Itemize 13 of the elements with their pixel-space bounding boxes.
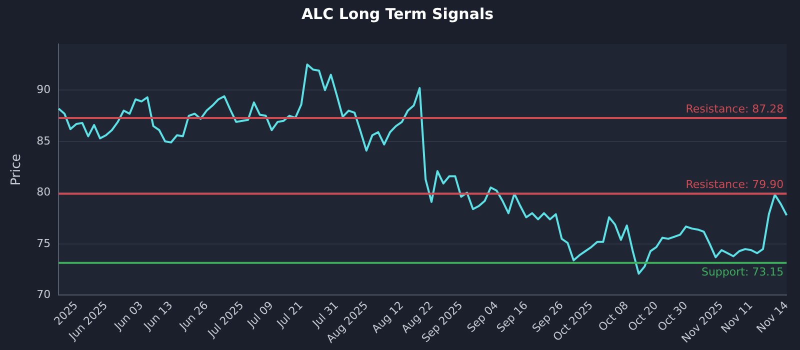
x-tick-label: Jun 13 xyxy=(140,298,176,334)
ref-line-label: Resistance: 87.28 xyxy=(686,102,784,116)
y-axis-title: Price xyxy=(9,154,24,186)
ref-line-label: Support: 73.15 xyxy=(701,265,784,278)
y-tick-label: 80 xyxy=(36,186,51,199)
chart-title: ALC Long Term Signals xyxy=(301,4,494,23)
y-tick-label: 90 xyxy=(36,83,51,96)
x-tick-label: Jul 21 xyxy=(274,298,306,330)
y-tick-label: 75 xyxy=(36,236,51,250)
ref-line-label: Resistance: 79.90 xyxy=(686,178,784,192)
x-tick-label: Jul 09 xyxy=(244,298,276,330)
y-tick-label: 70 xyxy=(36,288,51,302)
y-tick-label: 85 xyxy=(36,134,51,148)
